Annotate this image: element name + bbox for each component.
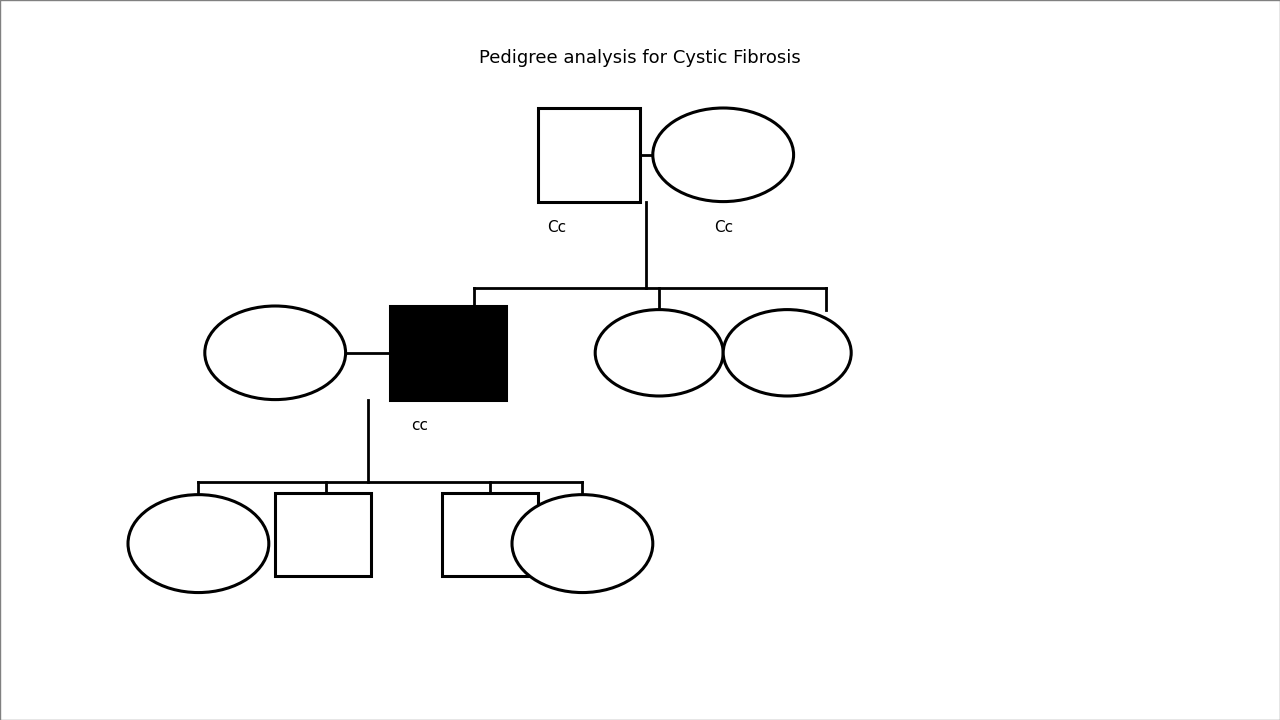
Ellipse shape: [653, 108, 794, 202]
Ellipse shape: [128, 495, 269, 593]
Ellipse shape: [512, 495, 653, 593]
Bar: [275, 493, 371, 576]
Bar: [442, 493, 538, 576]
Ellipse shape: [205, 306, 346, 400]
Ellipse shape: [723, 310, 851, 396]
Text: Cc: Cc: [548, 220, 566, 235]
Ellipse shape: [595, 310, 723, 396]
Bar: [538, 108, 640, 202]
Text: Cc: Cc: [714, 220, 732, 235]
Text: Pedigree analysis for Cystic Fibrosis: Pedigree analysis for Cystic Fibrosis: [479, 49, 801, 67]
Text: cc: cc: [411, 418, 429, 433]
Bar: [390, 306, 506, 400]
